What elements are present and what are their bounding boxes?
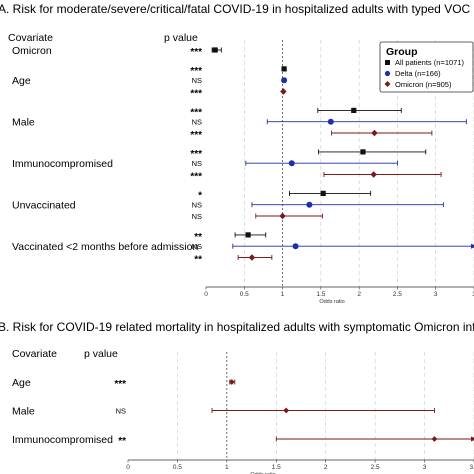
covariate-label-omicron: Omicron <box>12 45 52 57</box>
p-value-label: ** <box>194 255 202 266</box>
panel-a-covariate-header: Covariate <box>8 32 53 44</box>
point-marker-omicron <box>280 88 287 95</box>
point-marker-delta <box>292 243 299 250</box>
point-marker-all-patients <box>245 232 251 238</box>
x-tick-label: 3 <box>472 291 474 298</box>
panel-a-plot: 00.511.522.533Odds ratioOmicron***Age***… <box>12 40 474 305</box>
panel-a-title: A. Risk for moderate/severe/critical/fat… <box>0 2 471 16</box>
x-tick-label: 0 <box>204 291 208 298</box>
x-tick-label: 1 <box>281 291 285 298</box>
p-value-label: *** <box>190 47 202 58</box>
x-tick-label: 1.5 <box>316 291 325 298</box>
p-value-label: ** <box>118 436 126 447</box>
p-value-label: NS <box>192 118 202 127</box>
panel-b-covariate-header: Covariate <box>12 348 57 360</box>
legend: Group All patients (n=1071) Delta (n=166… <box>379 41 474 93</box>
x-tick-label: 3.5 <box>469 464 474 471</box>
point-marker-delta <box>306 201 313 208</box>
legend-diamond-marker <box>384 81 391 87</box>
point-marker-all-patients <box>351 107 357 113</box>
covariate-label-immunocompromised: Immunocompromised <box>12 434 113 446</box>
p-value-label: ** <box>194 232 202 243</box>
x-tick-label: 0.5 <box>173 464 182 471</box>
point-marker-delta <box>327 118 334 125</box>
p-value-label: NS <box>192 212 202 221</box>
x-tick-label: 2.5 <box>371 464 380 471</box>
panel-a-pvalue-header: p value <box>164 32 198 44</box>
p-value-label: *** <box>190 149 202 160</box>
ci-arrow <box>471 243 474 249</box>
covariate-label-male: Male <box>12 117 35 129</box>
p-value-label: *** <box>190 130 202 141</box>
x-tick-label: 0.5 <box>240 291 249 298</box>
point-marker-omicron <box>228 379 235 385</box>
covariate-label-vaccinated-2-months-before-admission: Vaccinated <2 months before admission <box>12 241 198 253</box>
legend-box <box>379 41 474 93</box>
p-value-label: *** <box>190 172 202 183</box>
p-value-label: NS <box>116 407 126 416</box>
covariate-label-male: Male <box>12 406 35 418</box>
point-marker-omicron <box>279 212 286 220</box>
point-marker-delta <box>281 77 288 84</box>
x-tick-label: 2 <box>357 291 361 298</box>
point-marker-all-patients <box>212 47 218 53</box>
panel-b-title: B. Risk for COVID-19 related mortality i… <box>0 320 474 334</box>
legend-title: Group <box>386 46 418 58</box>
p-value-label: *** <box>190 66 202 77</box>
covariate-label-age: Age <box>12 75 31 87</box>
legend-item-delta: Delta (n=166) <box>395 69 441 78</box>
x-tick-label: 0 <box>126 464 130 471</box>
covariate-label-immunocompromised: Immunocompromised <box>12 158 113 170</box>
p-value-label: * <box>198 190 202 201</box>
p-value-label: NS <box>192 76 202 85</box>
covariate-label-unvaccinated: Unvaccinated <box>12 200 76 212</box>
ci-arrow <box>471 436 474 442</box>
point-marker-omicron <box>283 407 290 414</box>
x-tick-label: 2 <box>324 464 328 471</box>
point-marker-omicron <box>431 436 438 442</box>
covariate-label-age: Age <box>12 377 31 389</box>
legend-square-marker <box>385 60 390 65</box>
point-marker-omicron <box>370 171 377 178</box>
legend-item-all-patients: All patients (n=1071) <box>395 58 465 67</box>
point-marker-omicron <box>248 254 256 261</box>
x-axis-label: Odds ratio <box>319 299 344 305</box>
x-tick-label: 3 <box>434 291 438 298</box>
point-marker-all-patients <box>360 149 366 155</box>
x-tick-label: 1.5 <box>272 464 281 471</box>
point-marker-omicron <box>371 129 378 137</box>
p-value-label: *** <box>190 107 202 118</box>
p-value-label: NS <box>192 201 202 210</box>
x-tick-label: 1 <box>225 464 229 471</box>
point-marker-delta <box>288 160 295 167</box>
panel-b-plot: 0 0.5 1 1.5 2 2.5 3 3.5 Odds ratio Age *** Male NS Im… <box>12 352 474 474</box>
point-marker-all-patients <box>281 66 287 72</box>
p-value-label: NS <box>192 242 202 251</box>
p-value-label: *** <box>114 379 126 390</box>
point-marker-all-patients <box>320 190 326 196</box>
x-tick-label: 2.5 <box>393 291 402 298</box>
legend-circle-marker <box>384 70 391 77</box>
p-value-label: *** <box>190 89 202 100</box>
x-axis-label: Odds ratio <box>250 472 275 474</box>
x-tick-label: 3 <box>423 464 427 471</box>
legend-item-omicron: Omicron (n=905) <box>395 80 452 89</box>
p-value-label: NS <box>192 159 202 168</box>
panel-b-pvalue-header: p value <box>84 348 118 360</box>
